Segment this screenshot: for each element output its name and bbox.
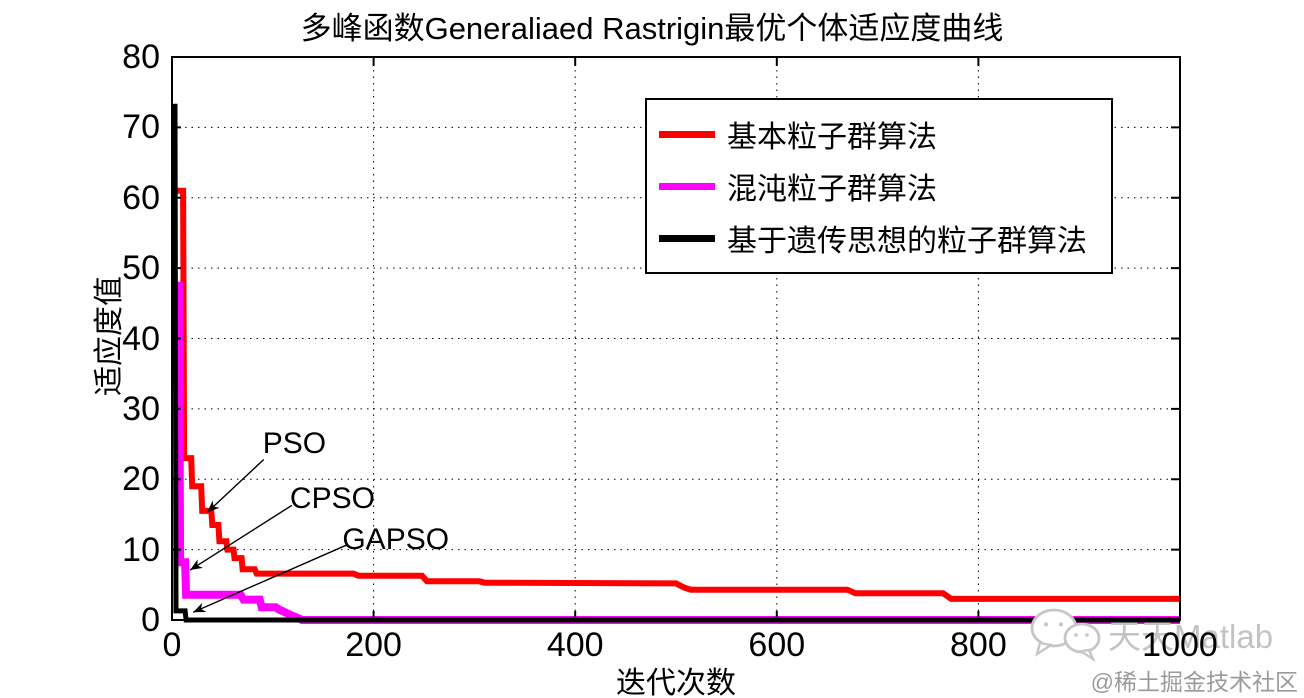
y-tick-label: 10 [122,530,160,569]
y-tick-label: 50 [122,249,160,288]
x-tick-label: 800 [950,626,1007,664]
legend: 基本粒子群算法 混沌粒子群算法 基于遗传思想的粒子群算法 [645,98,1113,274]
y-tick-label: 40 [122,319,160,358]
annotation-gapso: GAPSO [342,522,450,556]
x-tick-label: 1000 [1142,626,1218,664]
watermark-brand: 天天Matlab [1108,618,1274,655]
y-tick-label: 70 [122,108,160,147]
x-axis-label: 迭代次数 [616,667,736,698]
watermark-credit: @稀土掘金技术社区 [1090,669,1298,695]
x-tick-label: 600 [748,626,806,664]
legend-item-gapso: 基于遗传思想的粒子群算法 [659,216,1105,260]
y-tick-label: 20 [122,460,160,499]
legend-label-gapso: 基于遗传思想的粒子群算法 [727,225,1087,258]
legend-line-red [659,130,715,138]
y-tick-label: 60 [122,178,160,217]
y-tick-label: 0 [141,601,160,639]
legend-label-cpso: 混沌粒子群算法 [727,173,937,206]
annotation-arrows [189,459,348,613]
legend-line-black [659,234,715,242]
legend-line-magenta [659,182,715,190]
x-tick-label: 200 [345,626,402,664]
watermark: 天天Matlab [1028,606,1273,662]
chart-title: 多峰函数Generaliaed Rastrigin最优个体适应度曲线 [300,11,1004,46]
x-tick-label: 400 [546,626,604,664]
y-tick-label: 80 [122,38,160,76]
legend-label-pso: 基本粒子群算法 [727,121,937,154]
legend-item-cpso: 混沌粒子群算法 [659,164,1105,208]
wechat-icon [1030,608,1101,662]
x-tick-label: 0 [162,626,182,664]
legend-item-pso: 基本粒子群算法 [659,112,1105,156]
annotation-cpso: CPSO [289,482,375,516]
annotation-pso: PSO [262,427,327,461]
y-tick-label: 30 [122,389,160,428]
axes-box [171,56,1181,621]
